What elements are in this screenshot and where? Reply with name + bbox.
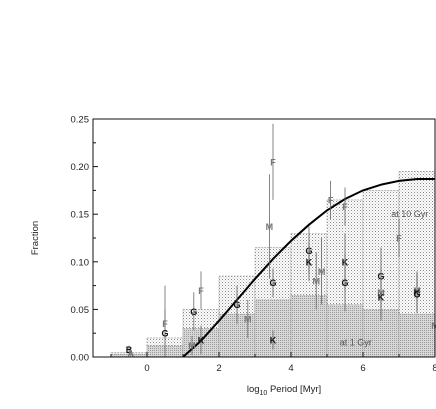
x-axis-label-subscript: 10 <box>260 390 268 397</box>
point-label: K <box>198 335 205 345</box>
y-tick-label: 0.20 <box>71 162 90 173</box>
data-point-G-12: G <box>269 268 277 298</box>
point-label: M <box>318 267 326 277</box>
hist-1gyr-bar-8 <box>398 313 435 357</box>
point-label: F <box>198 286 204 296</box>
point-label: F <box>270 157 276 167</box>
point-label: A <box>128 349 135 359</box>
data-point-K-13: K <box>270 330 277 350</box>
point-label: G <box>413 290 420 300</box>
point-label: G <box>233 300 240 310</box>
point-label: F <box>328 195 334 205</box>
annotation-0: at 1 Gyr <box>340 338 372 348</box>
y-tick-label: 0.10 <box>71 257 90 268</box>
data-point-G-28: G <box>413 275 421 314</box>
data-point-M-9: M <box>244 299 252 338</box>
y-tick-label: 0.25 <box>71 115 90 126</box>
data-point-K-24: K <box>378 273 385 321</box>
data-point-M-17: M <box>312 252 320 310</box>
data-point-M-11: M <box>266 174 274 279</box>
point-label: K <box>306 257 313 267</box>
y-tick-label: 0.15 <box>71 210 90 221</box>
point-label: G <box>190 307 197 317</box>
point-label: G <box>269 278 276 288</box>
hist-1gyr-bar-6 <box>326 304 364 357</box>
y-tick-label: 0.05 <box>71 305 90 316</box>
data-point-G-3: G <box>161 285 169 357</box>
model-curve <box>182 178 435 357</box>
points-layer: BAFGFGKMGMFMGKGKMMFFKGGMKFMKGM <box>126 123 436 359</box>
annotation-1: at 10 Gyr <box>391 209 428 219</box>
point-label: M <box>266 222 274 232</box>
data-point-M-16: M <box>318 238 326 305</box>
point-label: F <box>396 234 402 244</box>
y-tick-label: 0.00 <box>71 353 90 364</box>
data-point-G-8: G <box>233 285 241 324</box>
data-point-F-19: F <box>342 187 348 226</box>
data-point-B-0: B <box>126 345 133 355</box>
point-label: M <box>244 314 252 324</box>
point-label: G <box>161 329 168 339</box>
data-point-A-1: A <box>128 349 135 359</box>
x-tick-label: 6 <box>360 363 365 374</box>
data-point-K-15: K <box>306 242 313 281</box>
point-label: K <box>378 293 385 303</box>
data-point-M-7: M <box>188 336 196 356</box>
point-label: G <box>341 278 348 288</box>
x-axis-label: log10 Period [Myr] <box>247 384 321 397</box>
data-point-F-18: F <box>328 180 334 219</box>
data-point-G-21: G <box>341 254 349 312</box>
annotation-layer: at 1 Gyr at 10 Gyr <box>340 209 429 348</box>
x-tick-label: 8 <box>432 363 436 374</box>
point-label: K <box>270 335 277 345</box>
x-tick-label: 2 <box>216 363 221 374</box>
x-tick-label: 4 <box>288 363 293 374</box>
y-axis-label: Fraction <box>30 221 41 255</box>
data-point-F-10: F <box>270 123 276 200</box>
x-axis-label-prefix: log <box>247 384 260 395</box>
data-point-F-4: F <box>198 271 204 310</box>
x-axis-label-suffix: Period [Myr] <box>267 384 321 395</box>
point-label: M <box>431 321 436 331</box>
curve-layer <box>182 178 435 357</box>
data-point-F-25: F <box>396 218 402 258</box>
x-tick-label: 0 <box>144 363 149 374</box>
data-point-G-5: G <box>190 292 197 331</box>
point-label: M <box>312 276 320 286</box>
data-point-K-6: K <box>198 325 205 355</box>
ticks-layer: 0 2 4 6 8 0.00 0.05 0.10 0.15 0.20 0.25 <box>71 115 436 375</box>
point-label: M <box>188 341 196 351</box>
point-label: F <box>342 202 348 212</box>
point-label: B <box>126 345 133 355</box>
